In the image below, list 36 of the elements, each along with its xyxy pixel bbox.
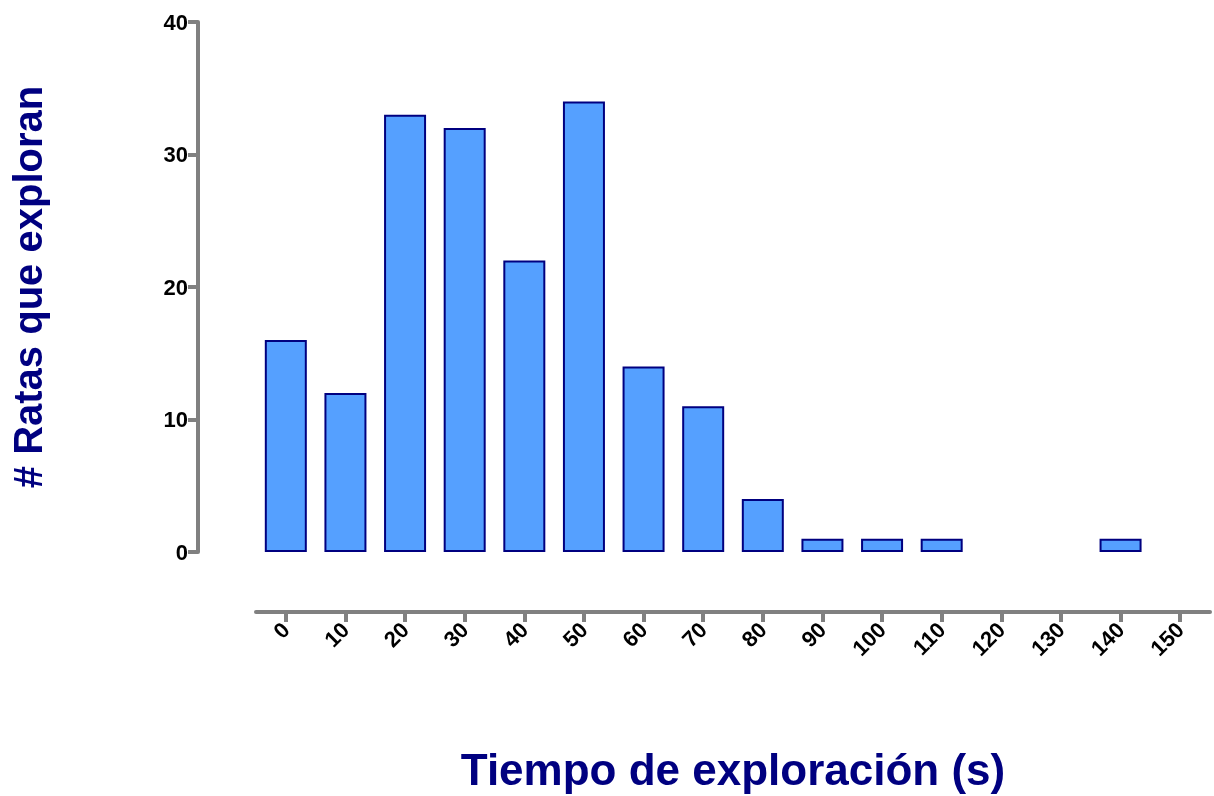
y-axis-title: # Ratas que exploran	[6, 85, 50, 489]
bar	[264, 340, 307, 552]
bar	[443, 128, 486, 552]
bar	[861, 538, 904, 552]
x-tick-label: 90	[796, 617, 832, 653]
x-tick-label: 150	[1145, 617, 1190, 661]
bar	[741, 499, 784, 552]
bar	[324, 393, 367, 552]
x-axis-title: Tiempo de exploración (s)	[460, 744, 1006, 794]
bar	[384, 114, 427, 552]
x-tick-label: 130	[1026, 617, 1070, 661]
bar	[1099, 538, 1142, 552]
x-tick-label: 70	[677, 617, 713, 653]
y-tick-label: 40	[163, 9, 188, 35]
bar	[622, 366, 665, 552]
x-tick-label: 110	[907, 617, 951, 660]
bar	[503, 260, 546, 552]
bar	[920, 538, 963, 552]
x-tick-label: 40	[498, 617, 534, 653]
bar	[562, 101, 605, 552]
y-tick-label: 30	[163, 142, 188, 167]
x-tick-label: 30	[438, 617, 474, 653]
bar	[682, 406, 725, 552]
x-tick-label: 60	[617, 617, 653, 653]
x-tick-label: 120	[966, 617, 1011, 661]
x-tick-label: 80	[736, 617, 772, 653]
y-tick-label: 20	[163, 274, 188, 300]
x-tick-label: 20	[378, 617, 414, 653]
bar	[801, 538, 844, 552]
x-tick-label: 50	[557, 617, 593, 653]
x-tick-label: 0	[268, 617, 295, 644]
y-tick-label: 0	[175, 539, 188, 565]
x-tick-label: 10	[319, 617, 355, 653]
x-tick-label: 100	[847, 617, 891, 661]
y-tick-label: 10	[163, 407, 188, 432]
x-tick-label: 140	[1085, 617, 1130, 661]
